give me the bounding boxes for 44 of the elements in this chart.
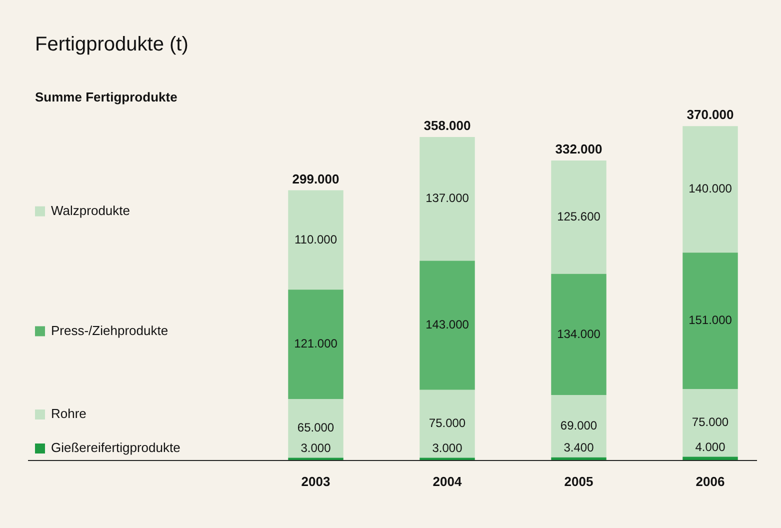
bar xyxy=(420,390,475,458)
x-tick-label: 2003 xyxy=(301,474,330,489)
data-label: 3.000 xyxy=(432,441,463,455)
bar xyxy=(551,160,606,274)
data-label: 151.000 xyxy=(688,313,732,328)
total-label: 358.000 xyxy=(424,118,471,134)
bar xyxy=(420,458,475,460)
data-label: 140.000 xyxy=(688,182,732,196)
bar xyxy=(551,394,606,458)
bar xyxy=(420,136,475,261)
data-label: 75.000 xyxy=(692,415,729,430)
data-label: 143.000 xyxy=(426,318,470,332)
bar xyxy=(682,389,738,457)
chart-title: Fertigprodukte (t) xyxy=(35,34,188,56)
data-label: 69.000 xyxy=(560,418,598,432)
bar xyxy=(551,274,606,395)
total-label: 332.000 xyxy=(555,142,602,157)
legend-label: Rohre xyxy=(51,406,86,422)
data-label: 125.600 xyxy=(557,209,601,224)
data-label: 3.400 xyxy=(564,440,594,455)
bar xyxy=(420,260,475,390)
data-label: 3.000 xyxy=(300,441,332,455)
text: Summe Fertigprodukte xyxy=(35,90,178,105)
total-label: 299.000 xyxy=(292,171,340,186)
x-tick-label: 2005 xyxy=(564,474,594,489)
legend-label: Press-/Ziehprodukte xyxy=(51,322,168,338)
bar xyxy=(288,398,344,458)
bar xyxy=(288,458,344,460)
bar xyxy=(288,190,344,290)
total-label: 370.000 xyxy=(686,107,734,122)
x-tick-label: 2006 xyxy=(696,474,725,489)
data-label: 134.000 xyxy=(557,326,601,341)
data-label: 121.000 xyxy=(294,336,338,351)
legend-label: Gießereifertigprodukte xyxy=(51,440,180,456)
data-label: 75.000 xyxy=(428,416,466,430)
legend-label: Walzprodukte xyxy=(51,202,130,218)
data-label: 4.000 xyxy=(695,440,726,454)
data-label: 65.000 xyxy=(297,420,334,435)
data-label: 110.000 xyxy=(294,232,338,246)
bar xyxy=(682,126,738,253)
bar xyxy=(682,252,738,390)
bar xyxy=(288,290,344,399)
data-label: 137.000 xyxy=(426,191,470,206)
x-tick-label: 2004 xyxy=(432,474,462,489)
